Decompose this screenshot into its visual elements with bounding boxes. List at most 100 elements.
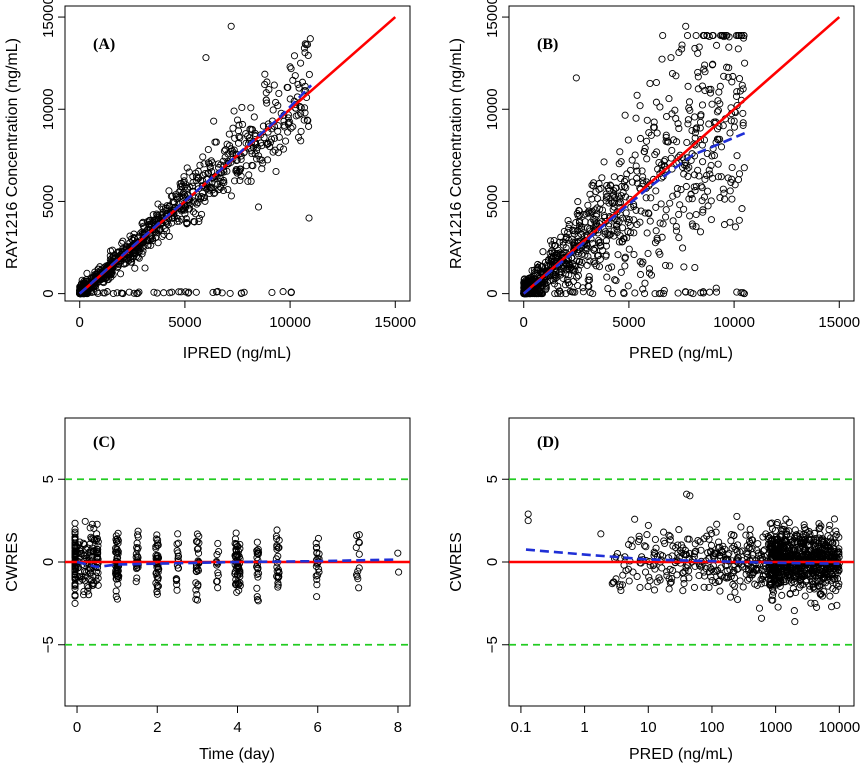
data-point [71, 533, 79, 541]
data-point [273, 545, 281, 553]
data-point [769, 549, 777, 557]
data-point [815, 534, 823, 542]
data-point [254, 573, 262, 581]
data-point [94, 542, 102, 550]
data-point [179, 190, 187, 198]
data-point [194, 581, 202, 589]
data-point [801, 592, 809, 600]
data-point [621, 111, 629, 119]
data-point [729, 72, 737, 81]
data-point [554, 289, 562, 297]
data-point [668, 146, 676, 155]
data-point [253, 155, 261, 163]
panel-c-ylabel: CWRES [4, 532, 21, 592]
data-point [733, 102, 741, 110]
data-point [208, 159, 216, 167]
data-point [71, 568, 79, 576]
data-point [355, 531, 363, 539]
data-point [253, 538, 261, 546]
data-point [300, 44, 308, 52]
data-point [679, 244, 687, 252]
data-point [707, 216, 715, 224]
data-point [769, 588, 777, 596]
data-point [712, 288, 721, 296]
data-point [114, 580, 122, 588]
data-point [691, 264, 699, 272]
data-point [767, 544, 775, 552]
data-point [273, 567, 281, 575]
data-point [175, 288, 183, 296]
data-point [612, 184, 620, 192]
data-point [182, 181, 190, 189]
data-point [238, 103, 246, 111]
data-point [733, 288, 741, 296]
data-point [641, 568, 650, 576]
data-point [93, 520, 101, 528]
data-point [793, 532, 802, 540]
data-point [678, 41, 686, 49]
data-point [833, 601, 841, 609]
data-point [279, 288, 287, 296]
data-point [214, 569, 222, 577]
data-point [643, 137, 651, 145]
data-point [695, 571, 703, 580]
data-point [669, 217, 677, 225]
data-point [666, 565, 674, 573]
data-point [263, 140, 271, 149]
data-point [665, 531, 673, 539]
data-point [608, 580, 616, 588]
data-point [566, 287, 574, 295]
data-point [99, 289, 107, 297]
x-tick-label: 10 [640, 719, 657, 736]
data-point [614, 251, 622, 259]
data-point [225, 130, 233, 138]
data-point [134, 531, 142, 539]
data-point [253, 554, 261, 562]
data-point [235, 132, 243, 141]
data-point [78, 573, 86, 581]
data-point [653, 578, 661, 586]
y-tick-label: 10000 [40, 88, 57, 130]
data-point [576, 211, 584, 219]
data-point [561, 281, 569, 289]
data-point [618, 581, 626, 589]
data-point [727, 537, 735, 545]
x-tick-label: 15000 [374, 314, 416, 331]
data-point [623, 170, 631, 178]
data-point [603, 192, 611, 200]
data-point [287, 124, 295, 132]
data-point [231, 570, 239, 578]
data-point [154, 200, 162, 208]
data-point [231, 134, 239, 142]
data-point [232, 540, 240, 548]
data-point [273, 535, 281, 543]
data-point [613, 225, 621, 233]
data-point [228, 147, 236, 155]
data-point [610, 199, 618, 207]
data-point [229, 155, 237, 163]
data-point [273, 526, 281, 534]
data-point [641, 209, 649, 217]
data-point [636, 258, 644, 266]
data-point [678, 45, 686, 53]
data-point [158, 232, 166, 240]
data-point [267, 135, 276, 143]
y-tick-label: −5 [40, 636, 57, 653]
data-point [796, 577, 804, 585]
data-point [828, 572, 836, 580]
data-point [694, 49, 702, 57]
data-point [684, 172, 692, 180]
data-point [125, 246, 133, 254]
data-point [574, 198, 582, 206]
data-point [632, 162, 640, 170]
data-point [653, 129, 661, 137]
panel-c-xlabel: Time (day) [199, 746, 275, 763]
y-tick-label: 0 [40, 558, 57, 566]
data-point [257, 139, 265, 147]
data-point [214, 560, 222, 568]
data-point [301, 109, 309, 117]
data-point [211, 138, 219, 146]
data-point [598, 174, 606, 182]
data-point [551, 242, 559, 250]
data-point [595, 185, 603, 193]
